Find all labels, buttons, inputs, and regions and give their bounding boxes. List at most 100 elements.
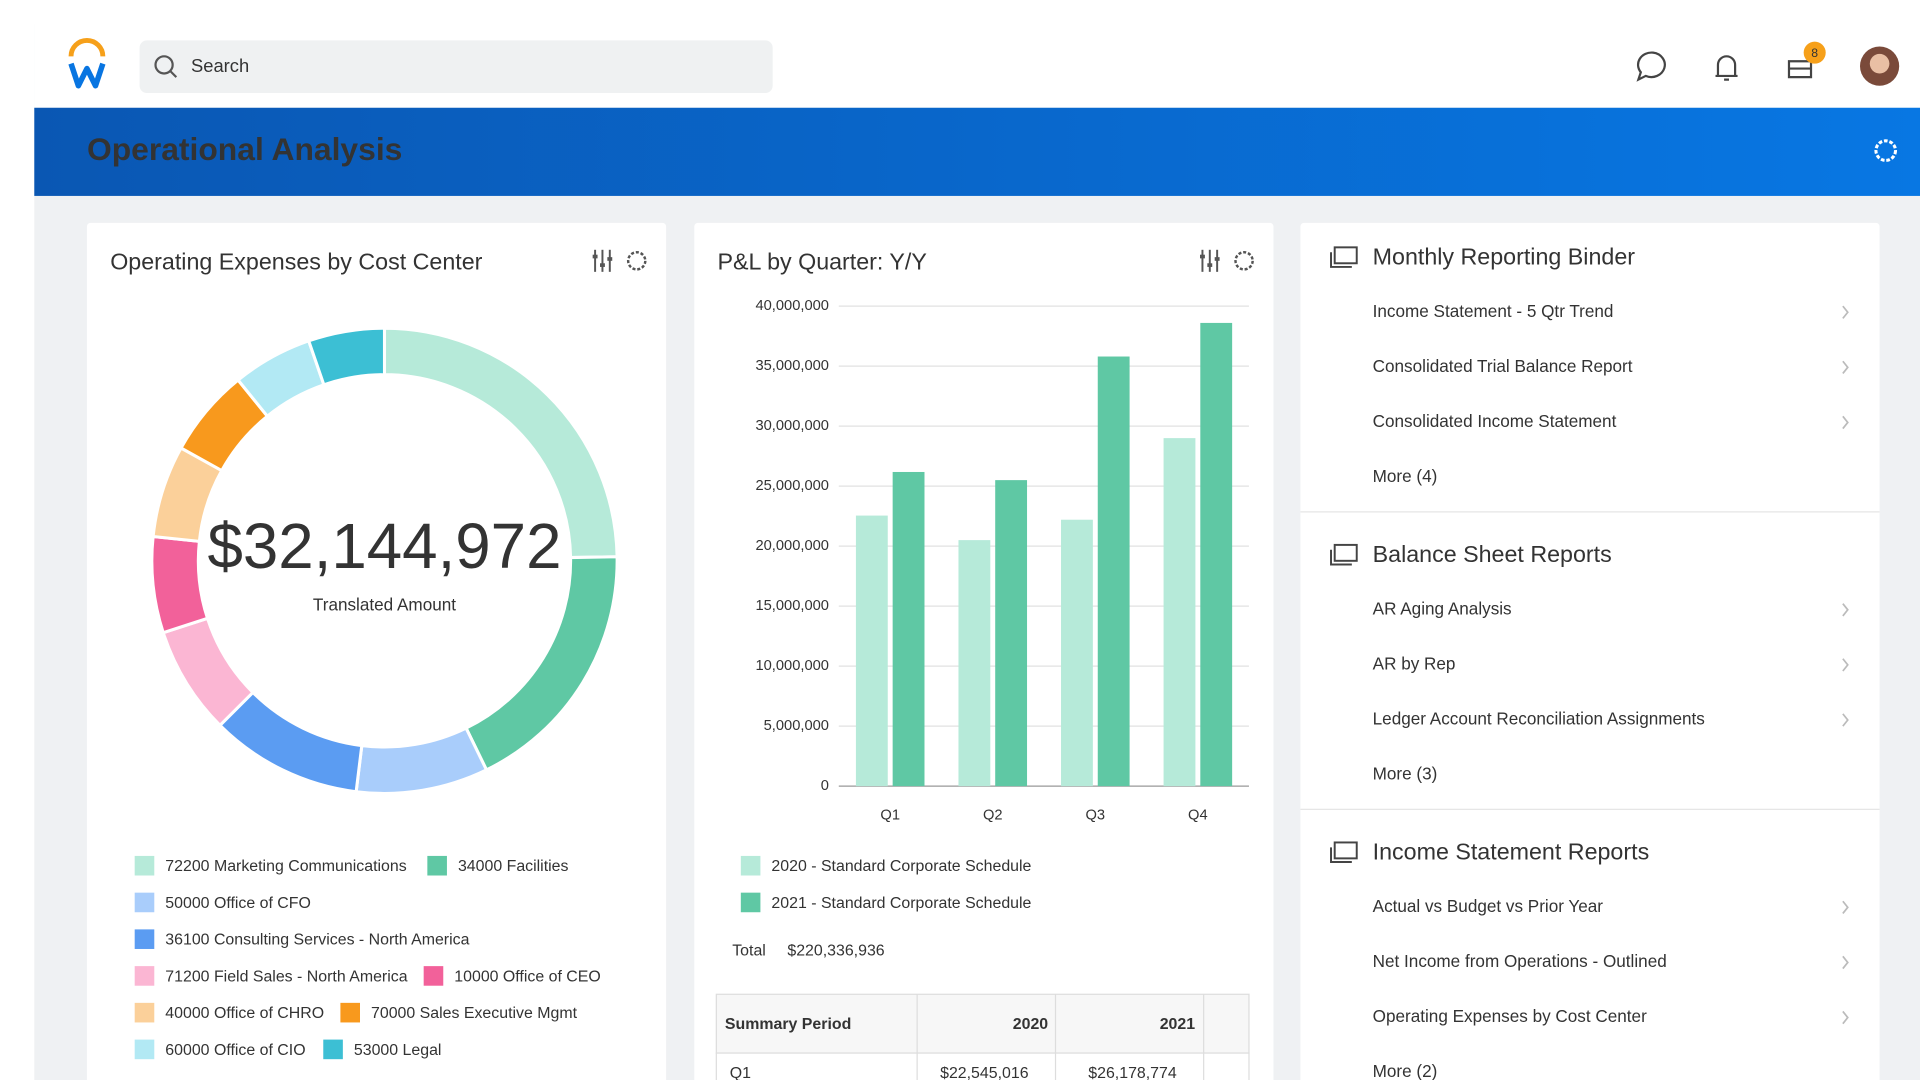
y-tick-label: 15,000,000 xyxy=(755,598,829,614)
chevron xyxy=(1842,955,1849,970)
banner xyxy=(34,107,1920,196)
legend-label: 71200 Field Sales - North America xyxy=(165,968,407,985)
legend-swatch xyxy=(323,1039,343,1060)
badge xyxy=(1803,41,1826,64)
legend-label: 34000 Facilities xyxy=(458,858,569,875)
legend-label: 53000 Legal xyxy=(354,1042,442,1059)
x-tick-label: Q3 xyxy=(1086,807,1106,823)
search-icon-handle xyxy=(169,70,178,78)
logo-w[interactable] xyxy=(68,62,106,89)
chevron xyxy=(1842,900,1849,915)
table-row xyxy=(715,1052,1250,1080)
legend-label: 2020 - Standard Corporate Schedule xyxy=(771,858,1031,875)
chevron xyxy=(1842,713,1849,727)
legend-swatch xyxy=(740,855,761,876)
filter-icon-knob xyxy=(592,254,598,259)
bar xyxy=(958,540,991,787)
search-box[interactable] xyxy=(139,40,773,94)
banner-title: Operational Analysis xyxy=(87,131,402,167)
legend-label: 10000 Office of CEO xyxy=(454,968,600,985)
report-link[interactable]: Operating Expenses by Cost Center xyxy=(1373,1006,1647,1026)
bar xyxy=(892,471,925,787)
section-icon-back xyxy=(1333,543,1358,562)
total-label: Total xyxy=(732,943,766,960)
total-value[interactable]: $220,336,936 xyxy=(787,943,884,960)
legend-label: 70000 Sales Executive Mgmt xyxy=(371,1005,578,1022)
legend-swatch xyxy=(134,1002,155,1023)
x-tick-label: Q4 xyxy=(1188,807,1208,823)
report-link[interactable]: AR by Rep xyxy=(1373,653,1456,673)
legend-label: 72200 Marketing Communications xyxy=(165,858,406,875)
section-icon-front xyxy=(1330,252,1352,268)
legend-label: 60000 Office of CIO xyxy=(165,1042,305,1059)
report-link[interactable]: More (2) xyxy=(1373,1061,1438,1080)
section-title: Income Statement Reports xyxy=(1373,839,1650,865)
y-tick-label: 5,000,000 xyxy=(764,718,829,734)
y-tick-label: 25,000,000 xyxy=(755,478,829,494)
table-cell[interactable]: $22,545,016 xyxy=(940,1065,1029,1080)
avatar-face xyxy=(1869,53,1890,74)
bar xyxy=(995,480,1028,787)
table-cell[interactable]: Q1 xyxy=(730,1065,751,1080)
table-cell[interactable]: $26,178,774 xyxy=(1088,1065,1177,1080)
chevron xyxy=(1842,305,1849,319)
legend-swatch xyxy=(340,1002,360,1023)
logo-arc xyxy=(68,37,106,57)
legend-swatch xyxy=(134,1039,155,1060)
legend-swatch xyxy=(134,892,155,913)
filter-icon-knob xyxy=(1214,257,1220,261)
report-link[interactable]: Ledger Account Reconciliation Assignment… xyxy=(1373,709,1705,729)
legend-label: 50000 Office of CFO xyxy=(165,895,311,912)
panel xyxy=(1300,222,1880,1080)
search-placeholder: Search xyxy=(191,55,249,76)
y-tick-label: 20,000,000 xyxy=(755,538,829,554)
report-link[interactable]: Consolidated Income Statement xyxy=(1373,411,1617,431)
bar xyxy=(1097,356,1130,787)
donut-segment xyxy=(306,326,387,387)
table-column-header: Summary Period xyxy=(725,1016,851,1033)
y-tick-label: 40,000,000 xyxy=(755,298,829,314)
filter-icon-knob xyxy=(600,263,605,267)
bell-icon[interactable] xyxy=(1715,55,1738,81)
legend-swatch xyxy=(134,966,155,986)
banner-gear[interactable] xyxy=(1874,139,1898,162)
filter-icon-knob xyxy=(1200,254,1205,259)
y-tick-label: 30,000,000 xyxy=(755,418,829,434)
report-link[interactable]: Actual vs Budget vs Prior Year xyxy=(1373,896,1604,916)
legend-swatch xyxy=(134,929,155,949)
bar xyxy=(1061,519,1093,787)
legend-swatch xyxy=(134,855,155,876)
bar xyxy=(1163,438,1196,787)
chevron xyxy=(1842,415,1849,430)
legend-swatch xyxy=(740,892,761,913)
legend-label: 36100 Consulting Services - North Americ… xyxy=(165,932,469,949)
table-column-header: 2020 xyxy=(1013,1016,1049,1033)
badge-count: 8 xyxy=(1811,46,1818,60)
chevron xyxy=(1842,1010,1849,1025)
report-link[interactable]: More (3) xyxy=(1373,764,1438,784)
x-tick-label: Q2 xyxy=(983,807,1003,823)
panel-title: Operating Expenses by Cost Center xyxy=(110,248,482,274)
report-link[interactable]: Net Income from Operations - Outlined xyxy=(1373,951,1667,971)
section-icon-front xyxy=(1330,847,1352,864)
panel-title: P&L by Quarter: Y/Y xyxy=(718,248,927,274)
chevron xyxy=(1842,658,1849,672)
y-tick-label: 35,000,000 xyxy=(755,358,829,374)
donut-center-label: Translated Amount xyxy=(313,595,456,615)
chevron xyxy=(1842,603,1849,617)
inbox-icon[interactable] xyxy=(1787,60,1813,79)
bar xyxy=(1200,322,1233,787)
legend-label: 2021 - Standard Corporate Schedule xyxy=(771,895,1031,912)
report-link[interactable]: AR Aging Analysis xyxy=(1373,598,1512,618)
section-title: Monthly Reporting Binder xyxy=(1373,244,1636,270)
section-title: Balance Sheet Reports xyxy=(1373,541,1612,567)
report-link[interactable]: Consolidated Trial Balance Report xyxy=(1373,356,1633,376)
app: Search 8 Operational Analysis Operating Exp… xyxy=(34,24,1920,1080)
table-column-header: 2021 xyxy=(1160,1016,1196,1033)
report-link[interactable]: Income Statement - 5 Qtr Trend xyxy=(1373,301,1614,321)
filter-icon-knob xyxy=(607,257,613,261)
legend-swatch xyxy=(427,855,447,876)
report-link[interactable]: More (4) xyxy=(1373,466,1438,486)
chat-icon[interactable] xyxy=(1636,51,1666,82)
